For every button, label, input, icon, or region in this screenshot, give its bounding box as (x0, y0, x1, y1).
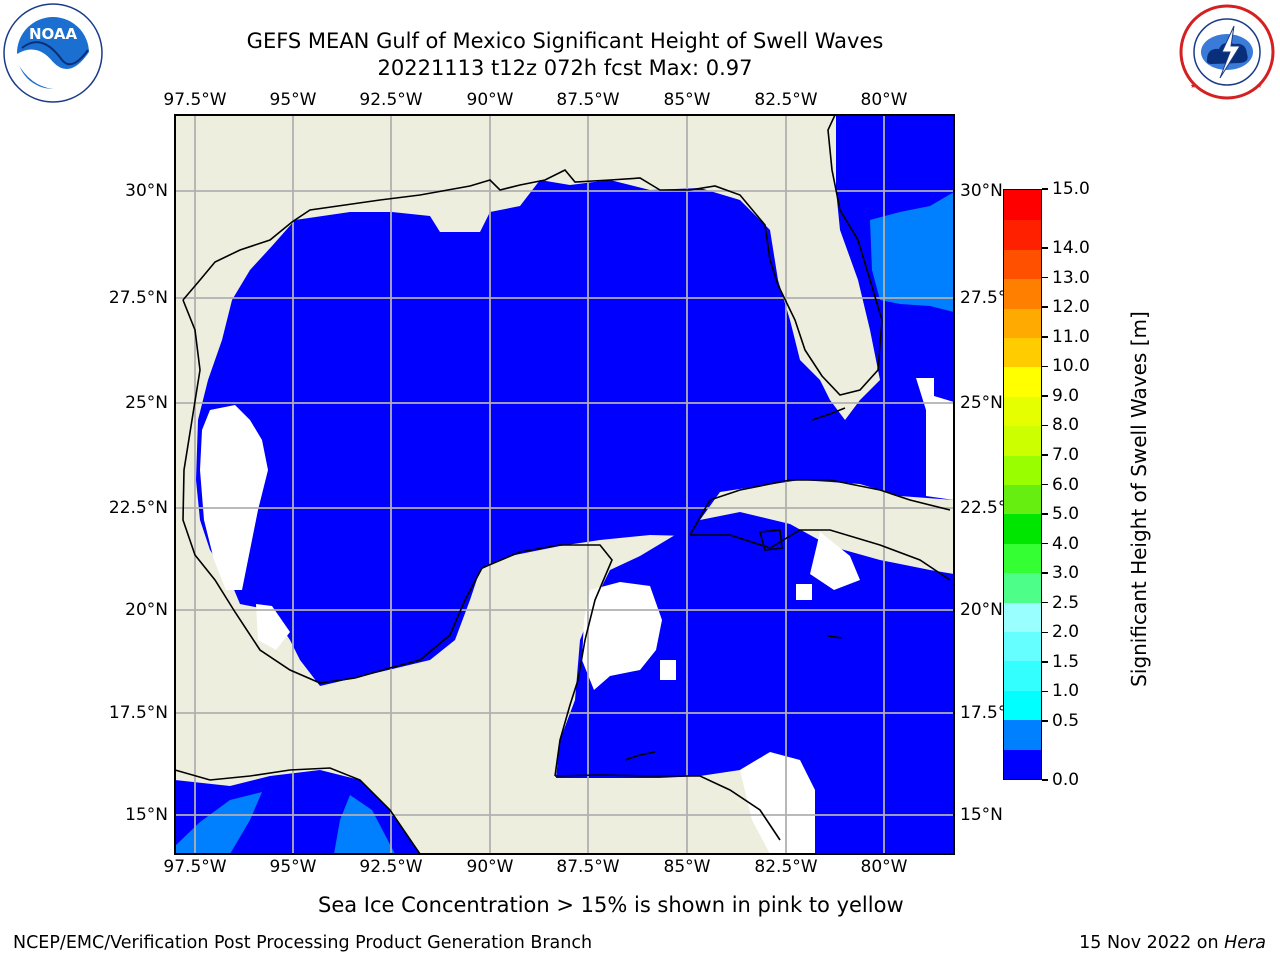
lat-label-left: 30°N (125, 181, 168, 201)
colorbar-segment (1004, 219, 1041, 250)
noaa-logo: NOAA (3, 3, 103, 103)
lon-label-top: 85°W (663, 90, 711, 110)
colorbar-segment (1004, 572, 1041, 603)
colorbar-tick-label: 1.5 (1042, 652, 1079, 672)
gulf-of-mexico (196, 115, 954, 686)
lon-label-top: 87.5°W (556, 90, 620, 110)
coastlines (174, 114, 951, 855)
map-gridlines (175, 115, 954, 854)
colorbar-tick-label: 9.0 (1042, 386, 1079, 406)
sea-ice-note: Sea Ice Concentration > 15% is shown in … (318, 893, 904, 917)
branch-credit: NCEP/EMC/Verification Post Processing Pr… (13, 933, 593, 953)
lat-label-left: 17.5°N (108, 703, 168, 723)
lon-label-bottom: 87.5°W (556, 857, 620, 877)
lon-label-bottom: 92.5°W (359, 857, 423, 877)
colorbar-segment (1004, 543, 1041, 574)
colorbar-tick-label: 2.0 (1042, 622, 1079, 642)
date-text: 15 Nov 2022 on (1079, 933, 1225, 953)
colorbar-segment (1004, 455, 1041, 485)
colorbar-segment (1004, 278, 1041, 309)
colorbar-tick-label: 3.0 (1042, 563, 1079, 583)
lon-label-top: 90°W (466, 90, 514, 110)
generation-date: 15 Nov 2022 on Hera (1079, 932, 1266, 954)
colorbar-tick-label: 13.0 (1042, 268, 1090, 288)
no-data-cells (200, 378, 954, 854)
swell-patch-pacific-2 (334, 795, 395, 854)
lat-label-left: 15°N (125, 805, 168, 825)
colorbar-segment (1004, 366, 1041, 397)
lon-label-top: 95°W (269, 90, 317, 110)
colorbar-title: Significant Height of Swell Waves [m] (1126, 284, 1180, 714)
plot-title-line1: GEFS MEAN Gulf of Mexico Significant Hei… (246, 29, 884, 53)
colorbar-tick-label: 10.0 (1042, 356, 1090, 376)
colorbar-segment (1004, 749, 1041, 779)
lon-label-top: 80°W (860, 90, 908, 110)
colorbar-tick-label: 2.5 (1042, 593, 1079, 613)
colorbar-tick-label: 7.0 (1042, 445, 1079, 465)
colorbar-tick-label: 6.0 (1042, 475, 1079, 495)
colorbar-tick-label: 8.0 (1042, 415, 1079, 435)
colorbar-segment (1004, 337, 1041, 368)
lon-label-bottom: 90°W (466, 857, 514, 877)
lat-label-right: 25°N (960, 393, 1003, 413)
colorbar-tick-label: 0.5 (1042, 711, 1079, 731)
lon-label-bottom: 85°W (663, 857, 711, 877)
swell-patch-atlantic (870, 192, 954, 312)
colorbar-segment (1004, 425, 1041, 456)
colorbar-segment (1004, 308, 1041, 338)
colorbar-segment (1004, 690, 1041, 721)
colorbar-tick-label: 0.0 (1042, 770, 1079, 790)
svg-text:★: ★ (1256, 82, 1262, 90)
lon-label-top: 97.5°W (163, 90, 227, 110)
lat-label-right: 30°N (960, 181, 1003, 201)
map-frame (174, 114, 955, 855)
lon-label-bottom: 95°W (269, 857, 317, 877)
colorbar-segment (1004, 719, 1041, 750)
plot-title-line2: 20221113 t12z 072h fcst Max: 0.97 (377, 56, 753, 80)
lat-label-left: 20°N (125, 600, 168, 620)
lat-label-left: 27.5°N (108, 288, 168, 308)
svg-text:★: ★ (1190, 82, 1196, 90)
lat-label-right: 20°N (960, 600, 1003, 620)
colorbar-segment (1004, 484, 1041, 515)
caribbean-sea (556, 512, 954, 854)
colorbar-segment (1004, 602, 1041, 632)
colorbar-segment (1004, 190, 1041, 221)
colorbar-segment (1004, 396, 1041, 427)
colorbar-tick-label: 5.0 (1042, 504, 1079, 524)
colorbar-ticks: 0.0 0.5 1.0 1.5 2.0 2.5 3.0 4.0 5.0 6.0 7.0 8.0 9.0 1… (1042, 179, 1102, 790)
nws-logo: ★ ★ (1179, 4, 1275, 100)
lon-label-bottom: 97.5°W (163, 857, 227, 877)
colorbar-segment (1004, 513, 1041, 544)
lon-label-top: 92.5°W (359, 90, 423, 110)
colorbar-segment (1004, 631, 1041, 662)
lat-label-right: 15°N (960, 805, 1003, 825)
swell-patch-pacific-1 (175, 792, 262, 854)
colorbar-tick-label: 11.0 (1042, 327, 1090, 347)
colorbar (1003, 189, 1042, 780)
colorbar-segment (1004, 660, 1041, 691)
colorbar-tick-label: 4.0 (1042, 534, 1079, 554)
lat-label-left: 25°N (125, 393, 168, 413)
colorbar-tick-label: 1.0 (1042, 681, 1079, 701)
colorbar-title-text: Significant Height of Swell Waves [m] (1127, 311, 1151, 687)
colorbar-tick-label: 15.0 (1042, 179, 1090, 199)
colorbar-tick-label: 14.0 (1042, 238, 1090, 258)
lon-label-bottom: 82.5°W (754, 857, 818, 877)
colorbar-tick-label: 12.0 (1042, 297, 1090, 317)
machine-name: Hera (1224, 933, 1266, 953)
noaa-text: NOAA (29, 25, 78, 43)
colorbar-segment (1004, 249, 1041, 280)
lon-label-bottom: 80°W (860, 857, 908, 877)
lat-label-left: 22.5°N (108, 498, 168, 518)
lon-label-top: 82.5°W (754, 90, 818, 110)
